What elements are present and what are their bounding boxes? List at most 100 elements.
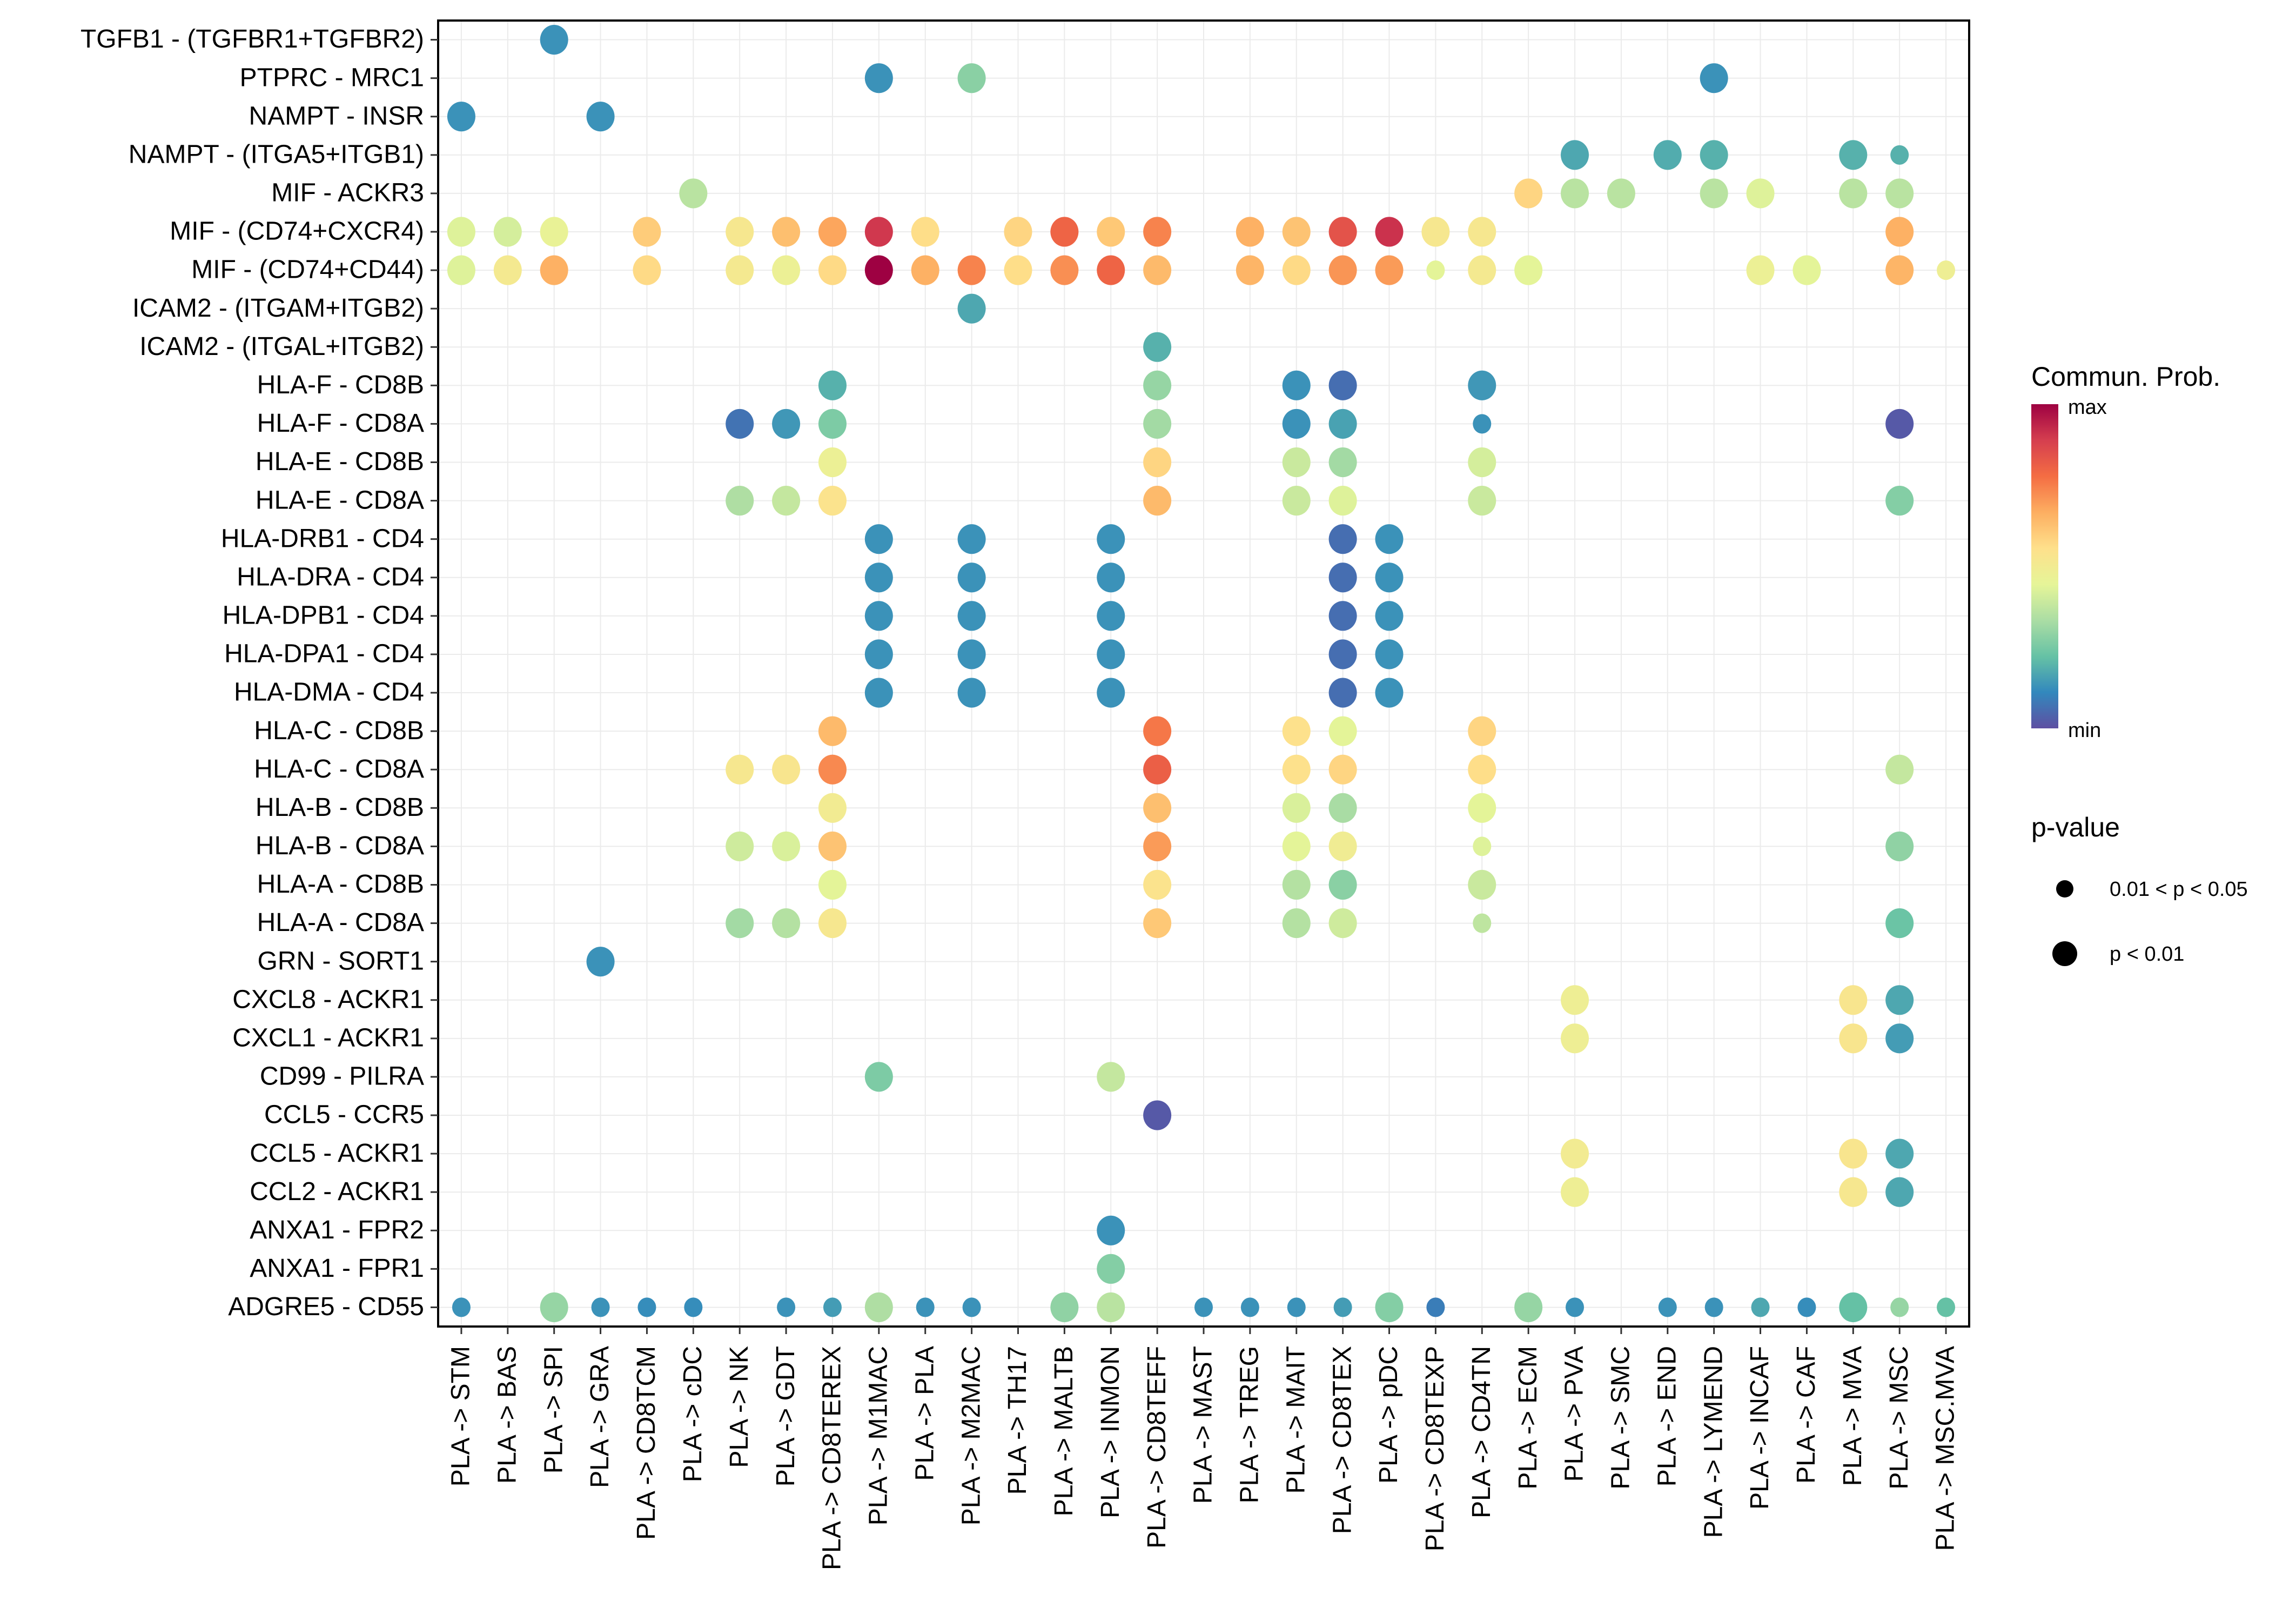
y-tick-label: ICAM2 - (ITGAM+ITGB2) <box>132 294 424 323</box>
data-point <box>1607 178 1635 209</box>
data-point <box>1885 985 1914 1015</box>
data-point <box>493 217 522 247</box>
data-point <box>962 1297 981 1317</box>
data-point <box>957 293 986 324</box>
data-point <box>818 217 847 247</box>
data-point <box>1097 255 1125 285</box>
data-point <box>957 524 986 554</box>
data-point <box>1143 370 1172 400</box>
data-point <box>772 486 801 516</box>
data-point <box>726 255 754 285</box>
data-point <box>540 255 568 285</box>
data-point <box>1050 255 1079 285</box>
data-point <box>818 447 847 478</box>
data-point <box>679 178 708 209</box>
x-tick-label: PLA -> CD8TCM <box>632 1346 661 1540</box>
data-point <box>1328 793 1357 823</box>
data-point <box>1004 255 1032 285</box>
data-point <box>1328 370 1357 400</box>
data-point <box>1426 1297 1445 1317</box>
data-point <box>1328 601 1357 631</box>
data-point <box>772 908 801 939</box>
data-point <box>586 102 615 132</box>
y-tick-label: HLA-DRA - CD4 <box>237 562 424 591</box>
data-point <box>1375 217 1404 247</box>
data-point <box>1282 869 1311 900</box>
y-tick-label: HLA-C - CD8A <box>254 755 424 783</box>
data-point <box>1375 562 1404 593</box>
data-point <box>1143 255 1172 285</box>
data-point <box>1700 178 1728 209</box>
data-point <box>1375 1292 1404 1323</box>
y-tick-label: CCL5 - ACKR1 <box>250 1139 424 1168</box>
data-point <box>1328 255 1357 285</box>
data-point <box>957 639 986 669</box>
data-point <box>1328 524 1357 554</box>
data-point <box>1468 754 1496 785</box>
y-tick-label: GRN - SORT1 <box>258 947 424 975</box>
data-point <box>864 524 893 554</box>
data-point <box>447 217 475 247</box>
data-point <box>1143 754 1172 785</box>
x-tick-label: PLA -> GDT <box>771 1346 800 1486</box>
x-tick-label: PLA -> ECM <box>1514 1346 1542 1489</box>
data-point <box>1751 1297 1770 1317</box>
data-point <box>1143 869 1172 900</box>
data-point <box>1653 140 1682 170</box>
y-tick-label: ANXA1 - FPR2 <box>250 1216 424 1244</box>
data-point <box>818 716 847 746</box>
data-point <box>684 1297 703 1317</box>
data-point <box>1282 370 1311 400</box>
data-point <box>1236 217 1264 247</box>
x-tick-label: PLA -> M1MAC <box>864 1346 893 1525</box>
data-point <box>447 102 475 132</box>
data-point <box>1704 1297 1723 1317</box>
data-point <box>1468 486 1496 516</box>
data-point <box>1143 486 1172 516</box>
data-point <box>864 562 893 593</box>
x-tick-label: PLA -> MSC <box>1885 1346 1914 1489</box>
data-point <box>864 1292 893 1323</box>
x-tick-label: PLA -> PVA <box>1560 1346 1589 1482</box>
data-point <box>637 1297 656 1317</box>
data-point <box>1143 716 1172 746</box>
data-point <box>1937 1297 1956 1317</box>
data-point <box>823 1297 842 1317</box>
data-point <box>1287 1297 1306 1317</box>
data-point <box>1514 178 1543 209</box>
data-point <box>1328 908 1357 939</box>
x-tick-label: PLA -> M2MAC <box>957 1346 985 1525</box>
y-tick-label: ANXA1 - FPR1 <box>250 1254 424 1283</box>
data-point <box>1282 408 1311 439</box>
data-point <box>1561 1177 1589 1207</box>
data-point <box>1890 1297 1909 1317</box>
data-point <box>1143 1100 1172 1130</box>
y-tick-label: HLA-B - CD8B <box>256 793 424 822</box>
data-point <box>772 255 801 285</box>
data-point <box>540 217 568 247</box>
data-point <box>1282 716 1311 746</box>
data-point <box>916 1297 935 1317</box>
data-point <box>726 486 754 516</box>
data-point <box>1328 486 1357 516</box>
y-tick-label: MIF - (CD74+CD44) <box>191 256 424 284</box>
data-point <box>1473 414 1492 434</box>
data-point <box>1839 1177 1868 1207</box>
data-point <box>1839 1138 1868 1169</box>
data-point <box>1328 217 1357 247</box>
x-tick-label: PLA -> MAIT <box>1281 1346 1310 1493</box>
y-tick-label: HLA-DPA1 - CD4 <box>224 640 424 668</box>
y-axis: TGFB1 - (TGFBR1+TGFBR2) PTPRC - MRC1 NAMPT… <box>80 25 438 1321</box>
data-point <box>1658 1297 1677 1317</box>
y-tick-label: MIF - (CD74+CXCR4) <box>170 217 424 246</box>
data-point <box>772 217 801 247</box>
data-point <box>957 601 986 631</box>
data-point <box>1282 754 1311 785</box>
data-point <box>1468 869 1496 900</box>
data-point <box>1566 1297 1585 1317</box>
data-point <box>1282 486 1311 516</box>
data-point <box>818 408 847 439</box>
data-point <box>1468 255 1496 285</box>
data-point <box>1328 869 1357 900</box>
data-point <box>1240 1297 1259 1317</box>
